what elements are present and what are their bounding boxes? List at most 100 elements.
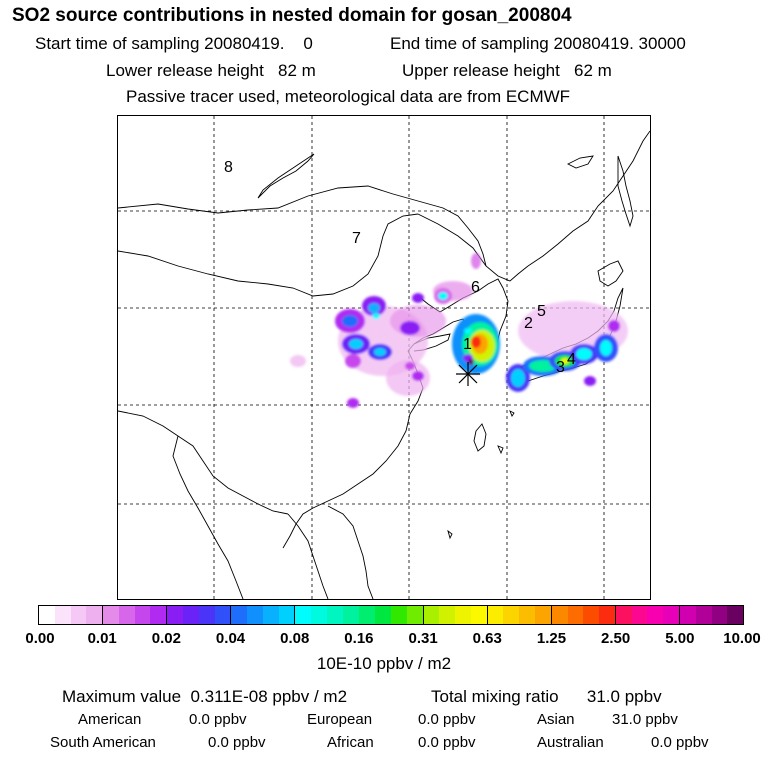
- colorbar-swatch: [647, 606, 664, 624]
- colorbar-unit: 10E-10 ppbv / m2: [316, 654, 452, 673]
- colorbar-swatch: [54, 606, 71, 624]
- upper-release-label: Upper release height 62 m: [402, 61, 612, 80]
- colorbar-swatch: [439, 606, 456, 624]
- european-value: 0.0 ppbv: [418, 711, 476, 728]
- african-value: 0.0 ppbv: [418, 734, 476, 751]
- colorbar-swatch: [326, 606, 343, 624]
- colorbar-swatch: [406, 606, 423, 624]
- colorbar-swatch: [167, 606, 183, 624]
- colorbar-swatch: [103, 606, 119, 624]
- colorbar-swatch: [231, 606, 248, 624]
- total-mixing-label: Total mixing ratio 31.0 ppbv: [431, 687, 662, 706]
- colorbar-tick-label: 0.08: [280, 630, 310, 647]
- colorbar-swatch: [727, 606, 744, 624]
- colorbar-swatch: [599, 606, 615, 624]
- colorbar-swatch: [295, 606, 312, 624]
- colorbar-swatch: [423, 606, 440, 624]
- colorbar-swatch: [470, 606, 487, 624]
- colorbar-swatch: [487, 606, 504, 624]
- max-value-label: Maximum value 0.311E-08 ppbv / m2: [62, 687, 348, 706]
- colorbar-swatch: [663, 606, 679, 624]
- colorbar-segment: [551, 606, 616, 624]
- colorbar-segment: [39, 606, 104, 624]
- region-label-5: 5: [537, 303, 546, 320]
- colorbar-swatch: [311, 606, 327, 624]
- asian-value: 31.0 ppbv: [612, 711, 678, 728]
- colorbar-tick-label: 0.31: [408, 630, 438, 647]
- american-value: 0.0 ppbv: [189, 711, 247, 728]
- region-label-1: 1: [463, 336, 472, 353]
- colorbar-tick-label: 0.04: [215, 630, 246, 647]
- colorbar-swatch: [583, 606, 600, 624]
- australian-label: Australian: [537, 734, 604, 751]
- colorbar-tick-label: 0.02: [151, 630, 181, 647]
- colorbar-swatch: [535, 606, 551, 624]
- colorbar-tick-label: 0.00: [25, 630, 55, 647]
- tracer-note: Passive tracer used, meteorological data…: [126, 87, 571, 106]
- map-panel: 8 7 6 5 2 1 3 4: [117, 115, 651, 600]
- asian-label: Asian: [537, 711, 575, 728]
- european-label: European: [307, 711, 373, 728]
- colorbar-swatch: [86, 606, 103, 624]
- colorbar-swatch: [39, 606, 55, 624]
- colorbar-segment: [487, 606, 552, 624]
- end-time-label: End time of sampling 20080419. 30000: [390, 34, 686, 53]
- colorbar-swatch: [615, 606, 632, 624]
- colorbar-swatch: [695, 606, 712, 624]
- colorbar-segment: [231, 606, 296, 624]
- american-label: American: [78, 711, 142, 728]
- colorbar-swatch: [198, 606, 215, 624]
- colorbar-swatch: [118, 606, 135, 624]
- colorbar-swatch: [134, 606, 151, 624]
- colorbar-swatch: [214, 606, 231, 624]
- african-label: African: [327, 734, 374, 751]
- south-american-label: South American: [50, 734, 156, 751]
- region-label-3: 3: [556, 359, 565, 376]
- colorbar-segment: [679, 606, 744, 624]
- colorbar-segment: [103, 606, 168, 624]
- colorbar-tick-label: 5.00: [665, 630, 695, 647]
- colorbar-swatch: [278, 606, 295, 624]
- colorbar-tick-label: 0.16: [344, 630, 374, 647]
- colorbar-swatch: [150, 606, 167, 624]
- colorbar-segment: [359, 606, 424, 624]
- colorbar-swatch: [70, 606, 87, 624]
- colorbar-tick-label: 1.25: [536, 630, 567, 647]
- colorbar-swatch: [567, 606, 584, 624]
- start-time-label: Start time of sampling 20080419. 0: [35, 34, 313, 53]
- colorbar-swatch: [711, 606, 728, 624]
- region-label-8: 8: [224, 159, 233, 176]
- colorbar-swatch: [182, 606, 199, 624]
- colorbar-swatch: [455, 606, 471, 624]
- colorbar-swatch: [375, 606, 392, 624]
- colorbar-swatch: [503, 606, 520, 624]
- colorbar-tick-label: 2.50: [601, 630, 631, 647]
- colorbar-tick-label: 0.01: [87, 630, 117, 647]
- region-label-7: 7: [352, 230, 361, 247]
- colorbar-tick-label: 10.00: [723, 630, 761, 647]
- colorbar-segment: [423, 606, 488, 624]
- colorbar-swatch: [262, 606, 279, 624]
- lower-release-label: Lower release height 82 m: [106, 61, 316, 80]
- concentration-field: [290, 253, 628, 408]
- colorbar-swatch: [551, 606, 568, 624]
- region-label-2: 2: [524, 315, 533, 332]
- region-label-4: 4: [567, 351, 576, 368]
- map-svg: 8 7 6 5 2 1 3 4: [118, 116, 650, 599]
- colorbar-tick-label: 0.63: [472, 630, 502, 647]
- south-american-value: 0.0 ppbv: [208, 734, 266, 751]
- colorbar-swatch: [247, 606, 263, 624]
- colorbar: [38, 605, 744, 625]
- colorbar-swatch: [391, 606, 407, 624]
- page-title: SO2 source contributions in nested domai…: [12, 5, 572, 26]
- colorbar-segment: [295, 606, 360, 624]
- colorbar-swatch: [342, 606, 359, 624]
- australian-value: 0.0 ppbv: [651, 734, 709, 751]
- colorbar-swatch: [679, 606, 696, 624]
- colorbar-swatch: [519, 606, 535, 624]
- colorbar-segment: [167, 606, 232, 624]
- colorbar-segment: [615, 606, 680, 624]
- asterisk-icon: [456, 362, 480, 386]
- region-label-6: 6: [471, 279, 480, 296]
- colorbar-swatch: [359, 606, 376, 624]
